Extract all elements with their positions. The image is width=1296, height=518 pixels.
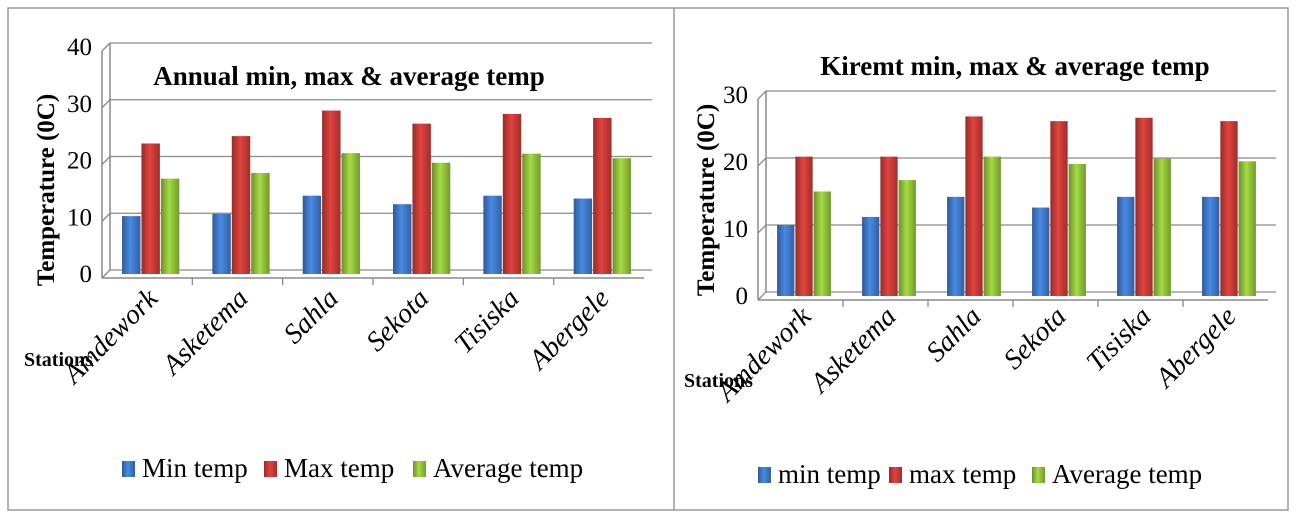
bar-max-temp xyxy=(141,143,160,274)
legend-label: max temp xyxy=(909,459,1016,489)
bar-max-temp xyxy=(322,110,341,274)
bar-min-temp xyxy=(1202,196,1220,296)
category-label: Sahla xyxy=(920,301,987,368)
category-label: Sekota xyxy=(360,283,435,358)
legend-label: Average temp xyxy=(1052,459,1202,489)
gridline-depth xyxy=(757,291,767,301)
category-label: Asketema xyxy=(155,283,254,382)
chart-2: Kiremt min, max & average temp Temperatu… xyxy=(684,51,1276,489)
bar-max-temp xyxy=(1050,121,1068,296)
bar-min-temp xyxy=(302,195,322,274)
category-label: Sekota xyxy=(998,301,1073,376)
chart-1-xlabel: Stations xyxy=(24,349,93,371)
category-label: Tisiska xyxy=(449,283,526,360)
gridline-depth xyxy=(757,90,767,100)
legend-label: Min temp xyxy=(142,453,248,483)
chart-1-title: Annual min, max & average temp xyxy=(153,61,544,91)
chart-1: Annual min, max & average temp Temperatu… xyxy=(24,34,652,483)
legend-swatch xyxy=(264,461,277,477)
figure-border xyxy=(7,7,1289,511)
gridline-depth xyxy=(101,212,111,222)
legend-label: Max temp xyxy=(284,453,394,483)
bar-min-temp xyxy=(393,204,412,274)
bar-average-temp xyxy=(251,172,270,274)
bar-max-temp xyxy=(795,156,813,296)
category-label: Abergele xyxy=(522,283,616,377)
legend-swatch xyxy=(758,467,771,483)
bar-min-temp xyxy=(1032,207,1050,296)
gridline-depth xyxy=(757,224,767,234)
legend-label: Average temp xyxy=(433,453,583,483)
bar-average-temp xyxy=(983,156,1001,296)
y-tick-label: 10 xyxy=(67,204,92,231)
bar-max-temp xyxy=(502,113,522,274)
bar-max-temp xyxy=(880,156,898,296)
y-tick-label: 20 xyxy=(723,149,748,176)
bar-max-temp xyxy=(1220,121,1238,296)
chart-2-xlabel: Stations xyxy=(684,370,753,392)
bar-average-temp xyxy=(612,158,631,274)
gridline-depth xyxy=(757,157,767,167)
category-label: Abergele xyxy=(1148,301,1242,395)
bar-min-temp xyxy=(1117,196,1135,296)
gridline-depth xyxy=(101,156,111,165)
bar-min-temp xyxy=(947,196,965,296)
bar-max-temp xyxy=(231,136,251,274)
chart-1-y-ticks: 0 10 20 30 40 xyxy=(67,34,92,288)
bar-average-temp xyxy=(160,178,180,274)
category-label: Sahla xyxy=(278,283,345,350)
chart-2-legend: min temp max temp Average temp xyxy=(758,459,1202,489)
bar-min-temp xyxy=(862,216,880,296)
gridline-depth xyxy=(101,42,111,52)
chart-2-y-ticks: 0 10 20 30 xyxy=(723,82,748,310)
y-tick-label: 0 xyxy=(80,261,93,288)
gridline-depth xyxy=(101,99,111,109)
y-tick-label: 30 xyxy=(67,91,92,118)
bar-average-temp xyxy=(522,153,541,274)
bar-average-temp xyxy=(1238,161,1256,296)
y-tick-label: 10 xyxy=(723,216,748,243)
legend-swatch xyxy=(1032,467,1045,483)
bar-average-temp xyxy=(898,180,916,296)
bar-max-temp xyxy=(412,123,431,274)
bar-min-temp xyxy=(122,216,141,274)
y-tick-label: 20 xyxy=(67,148,92,175)
chart-1-ylabel: Temperature (0C) xyxy=(33,94,60,286)
bar-average-temp xyxy=(813,191,831,296)
chart-2-ylabel: Temperature (0C) xyxy=(693,104,720,296)
category-label: Amdework xyxy=(709,301,817,409)
bar-min-temp xyxy=(483,195,502,274)
bar-average-temp xyxy=(1153,158,1171,296)
chart-2-bars xyxy=(777,116,1256,296)
y-tick-label: 0 xyxy=(736,283,749,310)
chart-1-gridlines xyxy=(101,42,652,285)
category-label: Asketema xyxy=(803,301,902,400)
legend-swatch xyxy=(122,461,135,477)
chart-1-bars xyxy=(122,110,631,274)
bar-max-temp xyxy=(593,117,612,274)
bar-max-temp xyxy=(965,116,983,296)
chart-2-gridlines xyxy=(757,90,1276,307)
y-tick-label: 30 xyxy=(723,82,748,109)
legend-swatch xyxy=(413,461,426,477)
category-label: Tisiska xyxy=(1081,301,1158,378)
bar-average-temp xyxy=(1068,164,1086,296)
category-label: Amdework xyxy=(56,283,164,391)
y-tick-label: 40 xyxy=(67,34,92,61)
bar-min-temp xyxy=(212,213,231,274)
chart-2-title: Kiremt min, max & average temp xyxy=(820,51,1209,81)
legend-swatch xyxy=(889,467,902,483)
legend-label: min temp xyxy=(778,459,881,489)
bar-min-temp xyxy=(573,198,593,274)
bar-max-temp xyxy=(1135,117,1153,296)
bar-average-temp xyxy=(431,162,451,274)
gridline-depth xyxy=(101,269,111,279)
chart-1-legend: Min temp Max temp Average temp xyxy=(122,453,583,483)
bar-min-temp xyxy=(777,224,795,296)
bar-average-temp xyxy=(341,153,360,274)
